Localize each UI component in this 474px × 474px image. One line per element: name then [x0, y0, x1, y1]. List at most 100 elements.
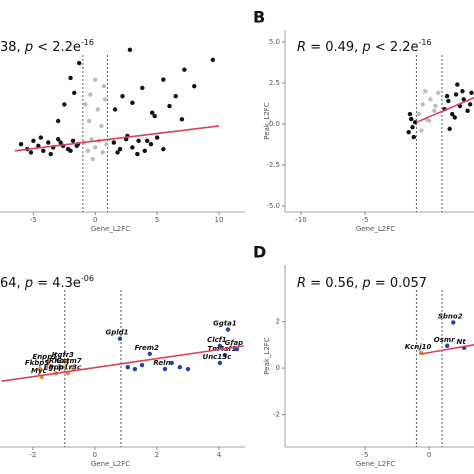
point: [132, 366, 138, 372]
point: [18, 141, 24, 147]
point: [93, 145, 98, 150]
gene-label: Gstm7: [56, 357, 82, 365]
point: [63, 358, 68, 364]
point: [120, 93, 125, 99]
point: [412, 120, 418, 125]
point: [74, 143, 79, 149]
point: [149, 110, 155, 115]
point: [147, 351, 152, 357]
point: [161, 146, 166, 152]
point: [135, 151, 140, 157]
point: [99, 123, 104, 129]
point: [117, 336, 123, 341]
trend-line: [420, 344, 474, 355]
point: [38, 135, 44, 140]
panel-stat: R = 0.49, p < 2.2e-16: [297, 38, 432, 55]
point: [409, 116, 414, 122]
point: [48, 151, 53, 157]
y-tick-label: 0: [276, 364, 280, 372]
gene-label: Rhoq: [49, 357, 69, 365]
stat-exponent: -06: [81, 274, 94, 283]
point: [70, 138, 76, 144]
point: [130, 100, 135, 106]
point: [83, 102, 88, 107]
point: [88, 92, 93, 97]
point: [139, 362, 145, 368]
gene-label: Osmr: [434, 336, 455, 344]
point: [177, 365, 183, 370]
point: [76, 60, 82, 66]
point: [428, 97, 433, 102]
panel-letter: B: [253, 8, 265, 27]
gene-label: Sbno2: [438, 312, 463, 320]
x-tick-label: -5: [362, 451, 369, 459]
stat-text: p: [361, 276, 370, 291]
gene-label: Ppp1r3c: [49, 363, 82, 371]
point: [419, 128, 424, 133]
point: [423, 88, 428, 94]
x-tick-label: 10: [215, 216, 224, 224]
x-tick-label: 0: [93, 216, 97, 224]
point: [72, 90, 77, 96]
y-tick-label: 5.0: [269, 38, 280, 46]
point: [31, 138, 36, 144]
point: [435, 90, 441, 95]
point: [410, 125, 415, 130]
stat-text: R: [297, 276, 306, 291]
point: [416, 111, 422, 117]
point: [136, 138, 141, 144]
point: [451, 320, 456, 325]
stat-text: p: [24, 40, 33, 55]
stat-text: < 2.2e: [371, 40, 419, 55]
point: [447, 126, 452, 132]
point: [68, 75, 73, 81]
point: [222, 352, 228, 358]
trend-line: [14, 125, 220, 152]
point: [85, 148, 91, 153]
x-tick-label: 0: [427, 451, 431, 459]
point: [452, 115, 457, 120]
gene-label: Ggta1: [213, 320, 237, 328]
point: [58, 140, 63, 145]
x-tick-label: 2: [155, 451, 159, 459]
point: [145, 138, 150, 144]
y-axis-title: Peak_L2FC: [263, 102, 271, 140]
point: [95, 107, 100, 112]
point: [461, 97, 466, 102]
point: [55, 137, 61, 142]
point: [455, 82, 460, 87]
x-tick-label: -10: [295, 216, 306, 224]
gene-label: Gfap: [225, 339, 244, 347]
trend-line: [416, 96, 474, 124]
point: [167, 103, 172, 109]
point: [446, 98, 451, 104]
point: [111, 140, 117, 145]
x-tick-label: 5: [155, 216, 159, 224]
y-axis-title: Peak_L2FC: [263, 337, 271, 375]
stat-text: 64,: [0, 276, 25, 291]
gene-label: Egr1: [44, 363, 62, 371]
point: [217, 343, 223, 349]
point: [55, 118, 61, 124]
point: [112, 107, 118, 112]
stat-exponent: -16: [419, 38, 432, 47]
point: [37, 366, 43, 372]
point: [41, 148, 46, 153]
point: [179, 117, 185, 122]
point: [93, 77, 98, 82]
point: [69, 365, 75, 370]
panel-stat: R = 0.56, p = 0.057: [297, 276, 427, 291]
point: [36, 143, 41, 149]
gene-label: Clcf1: [207, 336, 227, 344]
point: [89, 137, 94, 142]
point: [465, 108, 470, 114]
gene-label: Nt: [457, 338, 467, 346]
point: [46, 140, 51, 145]
gene-label: Unc13c: [203, 353, 233, 361]
y-tick-label: 0.0: [269, 120, 280, 128]
stat-text: < 2.2e: [33, 40, 81, 55]
panel-stat: 64, p = 4.3e-06: [0, 274, 94, 291]
gene-label: Kcnj10: [405, 343, 432, 351]
x-axis-title: Gene_L2FC: [91, 225, 130, 233]
point: [210, 57, 216, 62]
